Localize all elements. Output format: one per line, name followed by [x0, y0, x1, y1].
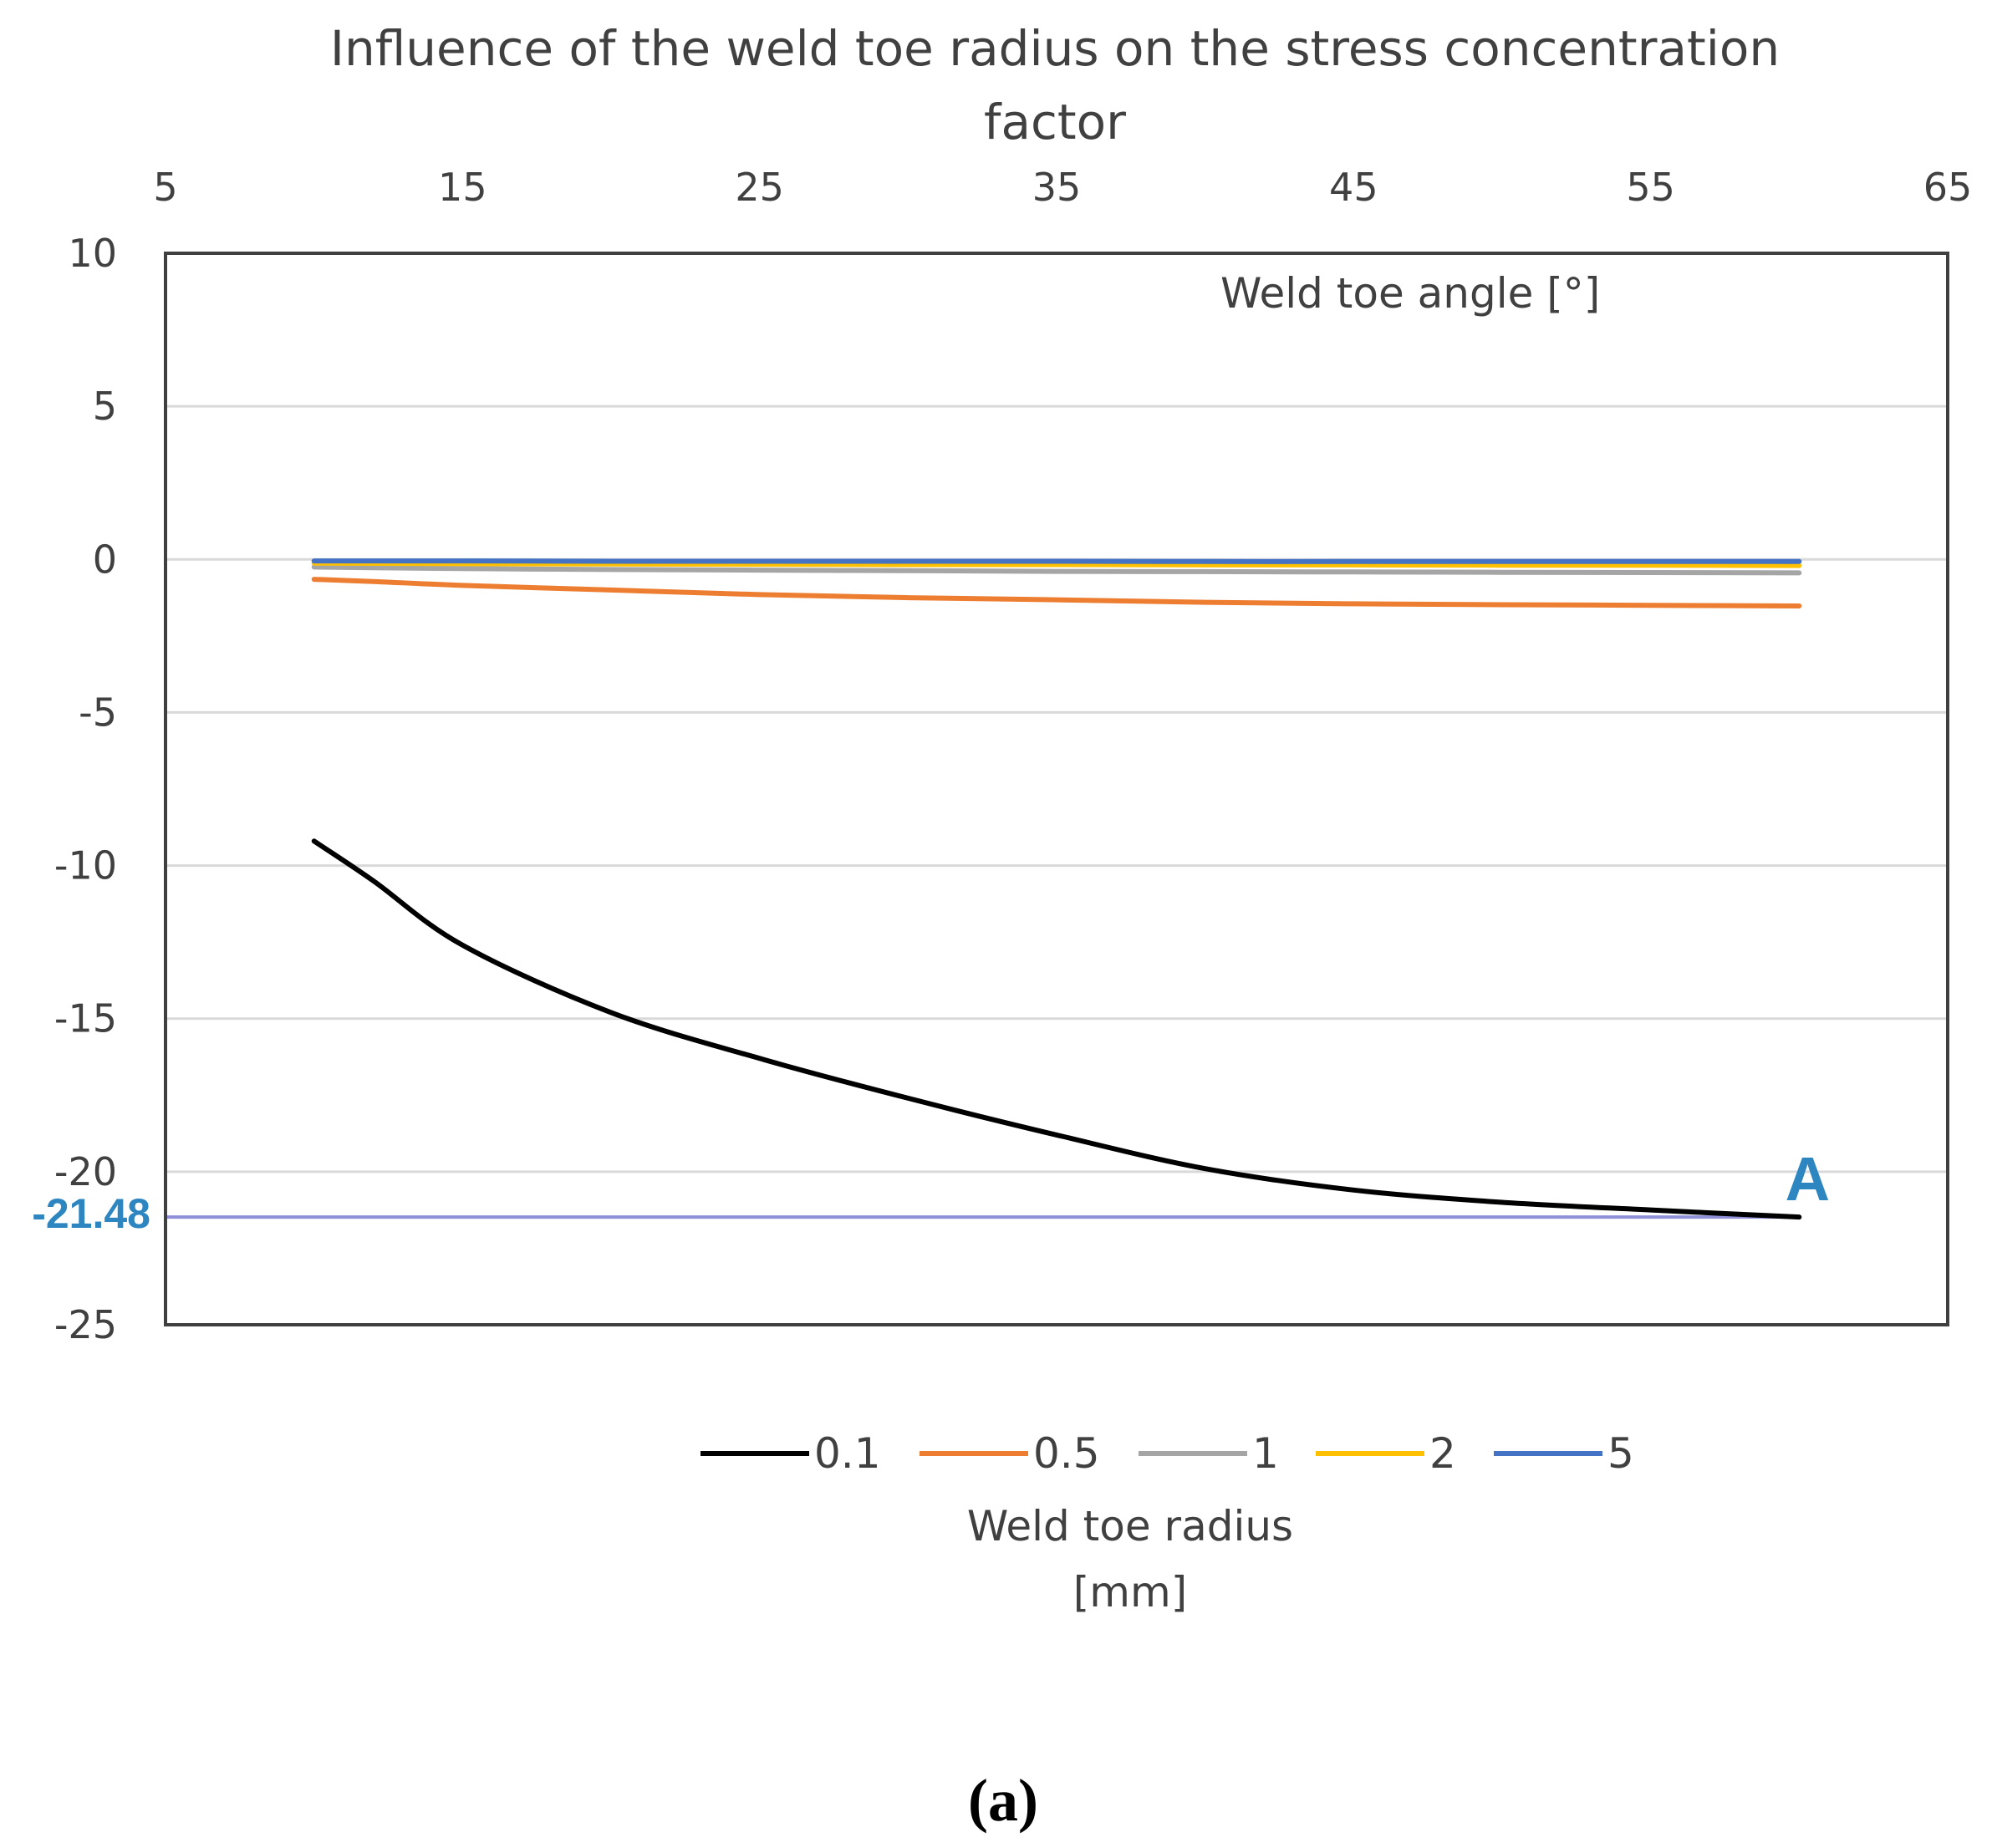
gridlines	[166, 252, 1948, 1326]
chart-title-line-2: factor	[984, 94, 1126, 150]
legend-title-line-1: Weld toe radius	[967, 1502, 1293, 1550]
x-tick-label: 45	[1329, 165, 1378, 210]
x-tick-label: 25	[735, 165, 784, 210]
point-annotation-label: A	[1786, 1144, 1830, 1214]
series-lines	[311, 558, 1802, 1220]
y-tick-label: -25	[54, 1302, 117, 1347]
legend-label-2: 2	[1429, 1429, 1456, 1478]
series-line-0-1	[311, 838, 1802, 1220]
x-tick-label: 65	[1923, 165, 1973, 210]
y-tick-label: 5	[93, 384, 117, 429]
legend-label-1: 1	[1252, 1429, 1279, 1478]
legend: 0.1 0.5 1 2 5	[701, 1429, 1634, 1478]
legend-label-0-1: 0.1	[814, 1429, 881, 1478]
figure-caption: (a)	[968, 1767, 1038, 1834]
y-tick-label: -5	[79, 690, 117, 735]
x-tick-label: 5	[153, 165, 177, 210]
y-tick-labels: 10 5 0 -5 -10 -15 -20 -25	[54, 231, 117, 1347]
y-tick-label: 10	[68, 231, 117, 276]
x-tick-label: 35	[1032, 165, 1082, 210]
y-tick-label: 0	[93, 537, 117, 582]
chart-title-line-1: Influence of the weld toe radius on the …	[330, 20, 1780, 77]
y-tick-label: -10	[54, 843, 117, 888]
x-tick-label: 55	[1626, 165, 1675, 210]
y-tick-label: -15	[54, 996, 117, 1041]
series-line-2	[311, 560, 1802, 568]
y-tick-label: -20	[54, 1149, 117, 1194]
legend-label-0-5: 0.5	[1033, 1429, 1100, 1478]
plot-area-border	[164, 252, 1949, 1326]
series-line-0-5	[311, 577, 1802, 608]
x-axis-title: Weld toe angle [°]	[1220, 269, 1600, 318]
series-line-1	[311, 564, 1802, 576]
legend-title-line-2: [mm]	[1073, 1568, 1187, 1616]
legend-label-5: 5	[1607, 1429, 1634, 1478]
reference-line-label: -21.48	[32, 1190, 150, 1237]
x-tick-label: 15	[438, 165, 487, 210]
x-tick-labels: 5 15 25 35 45 55 65	[153, 165, 1972, 210]
series-line-5	[311, 558, 1802, 564]
